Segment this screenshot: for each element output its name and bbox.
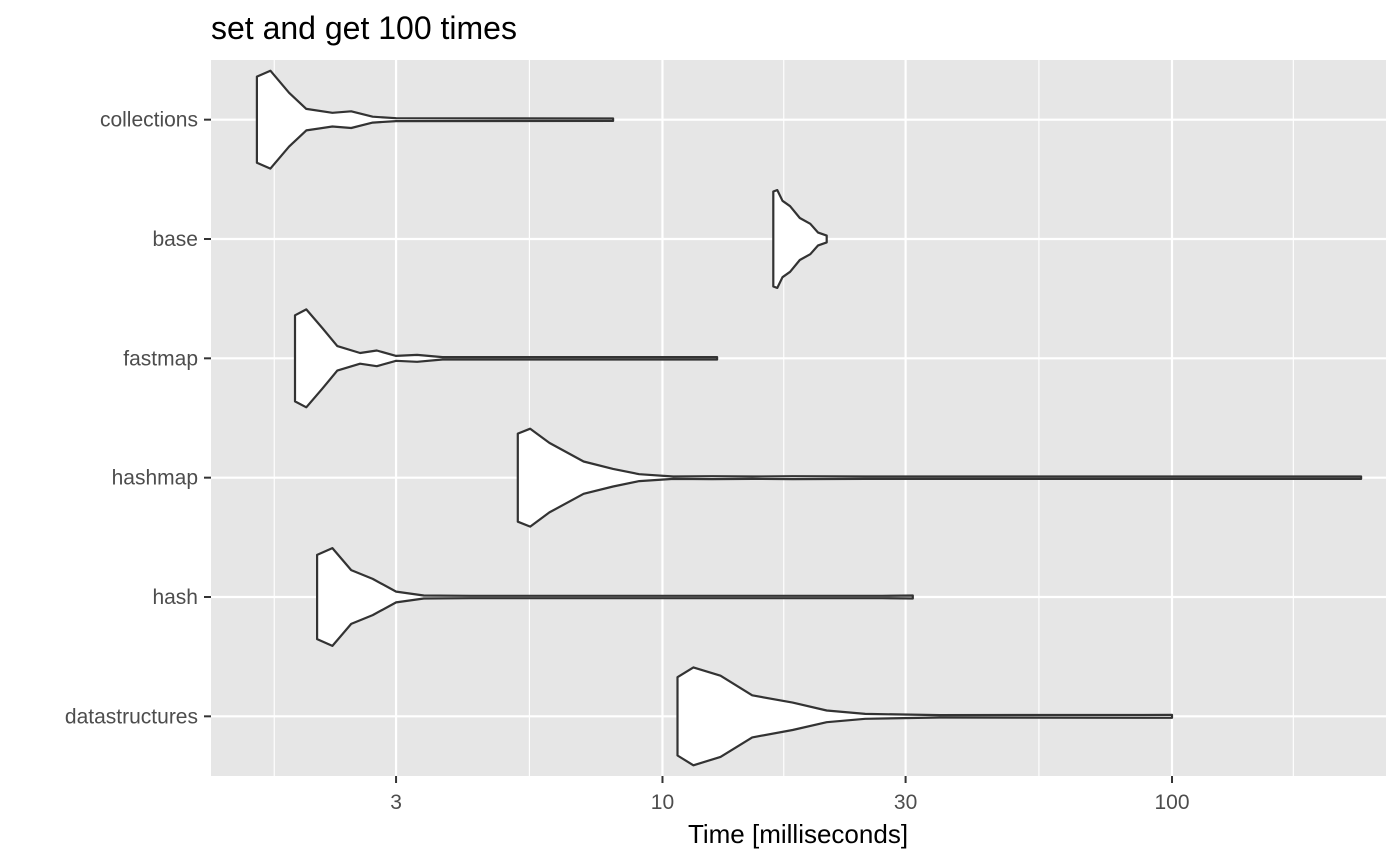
violin-fastmap (293, 308, 719, 409)
violin-hash (316, 547, 914, 647)
violin-datastructures (676, 666, 1174, 767)
y-tick-label: base (152, 228, 198, 251)
x-tick-label: 3 (390, 791, 402, 814)
chart-title: set and get 100 times (211, 10, 517, 46)
y-tick-label: fastmap (123, 347, 198, 370)
violin-collections (255, 69, 615, 170)
x-tick-label: 100 (1154, 791, 1189, 814)
minor-gridlines (273, 60, 1294, 776)
violins-layer (255, 69, 1363, 767)
y-tick-label: collections (100, 109, 198, 132)
y-axis: collections base fastmap hashmap hash datastr… (65, 109, 211, 728)
violin-base (772, 189, 828, 289)
x-tick-label: 10 (651, 791, 674, 814)
y-tick-label: hashmap (112, 467, 198, 490)
x-tick-label: 30 (894, 791, 917, 814)
violin-hashmap (516, 427, 1363, 528)
y-tick-label: hash (152, 586, 198, 609)
x-axis: 3 10 30 100 (390, 776, 1190, 814)
y-tick-label: datastructures (65, 705, 198, 728)
x-axis-title: Time [milliseconds] (688, 819, 908, 849)
plot-panel (211, 60, 1386, 776)
